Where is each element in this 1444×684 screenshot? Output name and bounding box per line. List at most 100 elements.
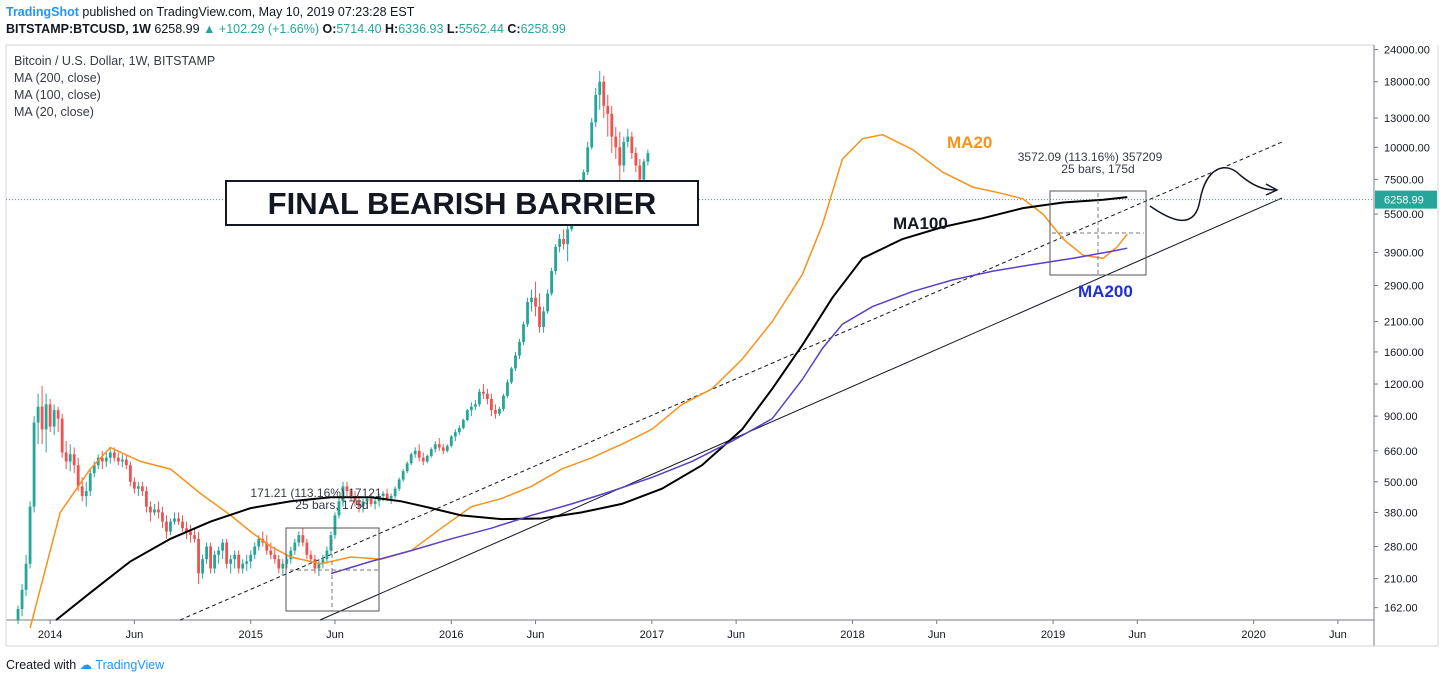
- candle-body: [293, 542, 297, 551]
- candle-body: [108, 452, 112, 458]
- candle-body: [269, 550, 273, 555]
- legend-title[interactable]: Bitcoin / U.S. Dollar, 1W, BITSTAMP: [14, 54, 216, 68]
- candle-body: [594, 94, 598, 123]
- author-name[interactable]: TradingShot: [6, 5, 79, 19]
- y-tick-label: 2900.00: [1384, 281, 1424, 293]
- candle-body: [514, 355, 517, 369]
- candle-body: [449, 436, 453, 446]
- candle-body: [213, 554, 217, 569]
- candle-body: [453, 432, 457, 437]
- measure-2015-line1: 171.21 (113.16%) 17121: [250, 486, 382, 500]
- y-tick-label: 3900.00: [1384, 247, 1424, 259]
- candle-body: [425, 455, 429, 462]
- candle-body: [297, 535, 301, 543]
- time-axis[interactable]: 2014 Jun 2015 Jun 2016 Jun 2017 Jun 2018 Jun 2019 J…: [38, 620, 1347, 641]
- candle-body: [80, 486, 84, 497]
- candle-body: [389, 496, 393, 499]
- candle-body: [610, 113, 614, 137]
- candle-body: [60, 418, 64, 453]
- candle-body: [357, 501, 361, 507]
- candle-body: [461, 419, 465, 428]
- title-box: [225, 180, 699, 226]
- y-tick-label: 7500.00: [1384, 174, 1424, 186]
- candle-body: [502, 395, 505, 409]
- candle-body: [626, 136, 630, 142]
- y-tick-label: 900.00: [1384, 411, 1418, 423]
- candle-body: [124, 459, 128, 466]
- candle-body: [558, 238, 562, 247]
- candle-body: [64, 452, 68, 462]
- candle-body: [401, 471, 405, 480]
- candle-body: [361, 501, 365, 507]
- candle-body: [165, 521, 168, 532]
- candle-body: [36, 406, 40, 423]
- change-value: ▲ +102.29 (+1.66%): [203, 22, 319, 36]
- y-tick-label: 10000.00: [1384, 142, 1430, 154]
- high-label: H:: [385, 22, 399, 36]
- price-axis[interactable]: 24000.00 18000.00 13000.00 10000.00 7500.00 5…: [1374, 45, 1430, 615]
- candle-body: [289, 550, 293, 560]
- tradingview-logo[interactable]: ☁ TradingView: [79, 658, 165, 672]
- candle-body: [52, 410, 56, 427]
- indicator-legend: Bitcoin / U.S. Dollar, 1W, BITSTAMP MA (…: [14, 53, 215, 121]
- x-tick-label: 2016: [439, 629, 463, 641]
- candle-body: [173, 518, 176, 522]
- candle-body: [68, 454, 72, 462]
- candle-body: [337, 501, 341, 516]
- candle-body: [149, 506, 152, 513]
- x-tick-label: 2017: [640, 629, 664, 641]
- candle-body: [538, 306, 541, 328]
- legend-ma100[interactable]: MA (100, close): [14, 88, 101, 102]
- candle-body: [281, 563, 285, 569]
- y-tick-label: 18000.00: [1384, 77, 1430, 89]
- candle-body: [120, 459, 124, 462]
- candle-body: [32, 422, 36, 507]
- candle-body: [494, 410, 497, 414]
- candle-body: [40, 406, 44, 430]
- candle-body: [642, 161, 646, 180]
- candle-body: [345, 486, 349, 492]
- candle-body: [622, 141, 626, 166]
- candle-body: [421, 457, 425, 462]
- candle-body: [329, 535, 333, 551]
- candle-body: [48, 404, 52, 427]
- candle-body: [181, 521, 184, 529]
- candle-body: [614, 136, 618, 148]
- candle-body: [433, 444, 437, 450]
- legend-ma20[interactable]: MA (20, close): [14, 105, 94, 119]
- y-tick-label: 280.00: [1384, 542, 1418, 554]
- candle-body: [325, 550, 329, 560]
- candle-body: [313, 559, 317, 569]
- measure-2019-line1: 3572.09 (113.16%) 357209: [1018, 150, 1163, 164]
- x-tick-label: Jun: [928, 629, 946, 641]
- footer: Created with ☁ TradingView: [6, 657, 164, 672]
- chart-frame: [5, 44, 1439, 647]
- candle-body: [132, 481, 136, 489]
- legend-ma200[interactable]: MA (200, close): [14, 71, 101, 85]
- candle-body: [301, 535, 305, 543]
- candle-body: [490, 398, 493, 411]
- close-label: C:: [507, 22, 521, 36]
- candle-body: [473, 404, 477, 407]
- y-tick-label: 13000.00: [1384, 113, 1430, 125]
- y-tick-label: 660.00: [1384, 446, 1418, 458]
- lower-channel-line: [319, 197, 1283, 621]
- tradingview-logo-text: TradingView: [95, 658, 165, 672]
- candle-body: [28, 506, 32, 564]
- candle-body: [586, 147, 590, 173]
- created-with-text: Created with: [6, 658, 77, 672]
- candle-body: [56, 410, 60, 419]
- candle-body: [646, 153, 650, 162]
- candle-body: [72, 454, 76, 466]
- title-box-text: FINAL BEARISH BARRIER: [268, 186, 657, 221]
- low-label: L:: [446, 22, 459, 36]
- candle-body: [510, 368, 513, 383]
- x-tick-label: 2014: [38, 629, 62, 641]
- candle-body: [353, 496, 357, 502]
- candle-body: [441, 447, 445, 451]
- high-value: 6336.93: [398, 22, 444, 36]
- candle-body: [185, 528, 188, 532]
- candle-body: [285, 559, 289, 564]
- candle-body: [233, 554, 237, 560]
